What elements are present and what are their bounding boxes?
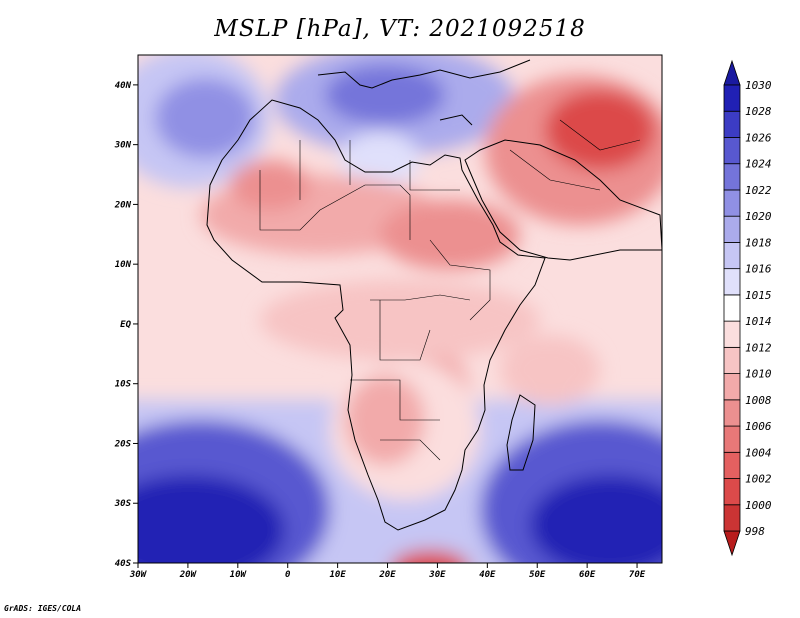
y-tick-label: 20S (114, 439, 132, 449)
colorbar-box (723, 320, 741, 348)
kalahari-low (345, 375, 425, 465)
colorbar-label: 1016 (745, 263, 772, 276)
credit-label: GrADS: IGES/COLA (4, 604, 82, 613)
y-tick-label: 30N (114, 141, 132, 151)
longitude-axis: 30W 20W 10W 0 10E 20E 30E 40E 50E 60E 70E (129, 563, 646, 580)
colorbar-label: 1018 (745, 236, 772, 249)
sahel-borders (259, 170, 411, 240)
y-tick-label: 30S (114, 499, 132, 509)
chart-title: MSLP [hPa], VT: 2021092518 (214, 16, 586, 42)
arabia-coastline (464, 139, 662, 261)
colorbar-box (723, 215, 741, 243)
colorbar: 998 1000 1002 1004 1006 1008 1010 1012 1014 1015 1… (723, 59, 772, 557)
middle-east-borders (509, 119, 641, 191)
y-tick-label: 20N (114, 200, 132, 210)
y-tick-label: EQ (120, 320, 131, 330)
latitude-axis: 40S 30S 20S 10S EQ 10N 20N 30N 40N (114, 81, 138, 569)
colorbar-box (723, 294, 741, 322)
colorbar-label: 1028 (745, 105, 772, 118)
colorbar-box (723, 399, 741, 427)
colorbar-box (723, 268, 741, 296)
levant-coastline (439, 114, 473, 126)
colorbar-label: 1006 (745, 420, 772, 433)
x-tick-label: 40E (479, 570, 496, 580)
colorbar-box (723, 137, 741, 165)
colorbar-label: 1020 (745, 210, 772, 223)
colorbar-box (723, 110, 741, 138)
y-tick-label: 10N (115, 260, 132, 270)
mascarene-high-core (530, 475, 662, 563)
colorbar-label: 1024 (745, 158, 772, 171)
colorbar-label: 1004 (745, 446, 772, 459)
colorbar-bottom-arrow (723, 530, 741, 557)
x-tick-label: 60E (579, 570, 596, 580)
plot-frame (137, 54, 663, 564)
sahara-low (230, 160, 310, 210)
southern-africa-borders (350, 379, 441, 461)
colorbar-box (723, 373, 741, 401)
colorbar-box (723, 478, 741, 506)
colorbar-label: 1002 (745, 473, 772, 486)
x-tick-label: 50E (529, 570, 546, 580)
east-africa-borders (429, 239, 491, 321)
colorbar-top-arrow (723, 59, 741, 86)
y-tick-label: 40N (115, 81, 132, 91)
coastlines (206, 59, 662, 531)
sudan-low (380, 200, 520, 270)
x-tick-label: 10W (230, 570, 248, 580)
colorbar-label: 998 (745, 525, 765, 538)
colorbar-box (723, 163, 741, 191)
y-tick-label: 10S (115, 380, 132, 390)
madagascar-coastline (506, 394, 536, 471)
colorbar-label: 1014 (745, 315, 772, 328)
colorbar-label: 1030 (745, 79, 772, 92)
colorbar-label: 1022 (745, 184, 772, 197)
x-tick-label: 70E (629, 570, 646, 580)
colorbar-label: 1008 (745, 394, 772, 407)
colorbar-label: 1000 (745, 499, 772, 512)
x-tick-label: 0 (285, 570, 291, 580)
pressure-contours (138, 55, 662, 563)
colorbar-label: 1012 (745, 341, 772, 354)
y-tick-label: 40S (115, 559, 132, 569)
colorbar-box (723, 346, 741, 374)
colorbar-label: 1010 (745, 368, 772, 381)
colorbar-label: 1015 (745, 289, 772, 302)
country-borders (259, 119, 641, 461)
colorbar-box (723, 451, 741, 479)
x-tick-label: 30E (428, 570, 446, 580)
colorbar-box (723, 425, 741, 453)
southern-ocean-low (392, 550, 468, 563)
x-tick-label: 10E (329, 570, 346, 580)
pressure-field (138, 55, 662, 563)
africa-coastline (206, 99, 546, 531)
southern-europe-coastline (317, 59, 531, 89)
x-tick-label: 30W (129, 570, 148, 580)
colorbar-box (723, 504, 741, 532)
equatorial-trough (260, 280, 540, 360)
north-africa-borders (299, 140, 460, 200)
indian-ocean-trough (500, 335, 600, 405)
azores-high-core (155, 78, 255, 158)
colorbar-box (723, 189, 741, 217)
central-africa-borders (370, 294, 471, 361)
colorbar-box (723, 242, 741, 270)
colorbar-box (723, 84, 741, 112)
mediterranean-ridge-core (325, 65, 445, 125)
libya-ridge (340, 132, 420, 188)
colorbar-label: 1026 (745, 131, 772, 144)
south-atlantic-high-core (138, 475, 285, 563)
persian-low-core (545, 90, 655, 170)
x-tick-label: 20E (378, 570, 396, 580)
x-tick-label: 20W (179, 570, 198, 580)
